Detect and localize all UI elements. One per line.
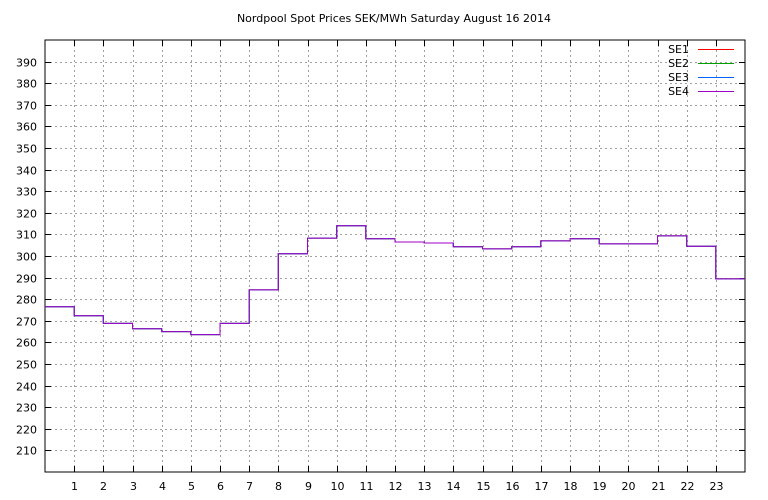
y-tick-label: 330 — [16, 186, 37, 199]
chart-title: Nordpool Spot Prices SEK/MWh Saturday Au… — [237, 12, 551, 25]
x-tick-label: 8 — [275, 480, 282, 493]
legend-label: SE2 — [668, 57, 689, 70]
y-tick-label: 270 — [16, 316, 37, 329]
x-tick-label: 3 — [130, 480, 137, 493]
y-tick-label: 320 — [16, 208, 37, 221]
x-tick-label: 12 — [389, 480, 403, 493]
legend-label: SE4 — [668, 85, 689, 98]
axis-ticks: 2102202302402502602702802903003103203303… — [16, 40, 745, 493]
y-tick-label: 350 — [16, 143, 37, 156]
legend-label: SE3 — [668, 71, 689, 84]
y-tick-label: 280 — [16, 294, 37, 307]
x-tick-label: 4 — [159, 480, 166, 493]
x-tick-label: 1 — [71, 480, 78, 493]
y-tick-label: 340 — [16, 165, 37, 178]
x-tick-label: 19 — [593, 480, 607, 493]
y-tick-label: 390 — [16, 57, 37, 70]
legend-label: SE1 — [668, 43, 689, 56]
x-tick-label: 14 — [447, 480, 461, 493]
series-line-se4 — [45, 225, 745, 336]
x-tick-label: 6 — [217, 480, 224, 493]
y-tick-label: 370 — [16, 100, 37, 113]
x-tick-label: 15 — [477, 480, 491, 493]
y-tick-label: 250 — [16, 359, 37, 372]
y-tick-label: 240 — [16, 381, 37, 394]
grid — [45, 40, 745, 472]
x-tick-label: 23 — [710, 480, 724, 493]
y-tick-label: 380 — [16, 78, 37, 91]
y-tick-label: 260 — [16, 337, 37, 350]
x-tick-label: 16 — [506, 480, 520, 493]
x-tick-label: 22 — [681, 480, 695, 493]
x-tick-label: 20 — [622, 480, 636, 493]
y-tick-label: 230 — [16, 402, 37, 415]
x-tick-label: 17 — [535, 480, 549, 493]
x-tick-label: 9 — [305, 480, 312, 493]
y-tick-label: 360 — [16, 121, 37, 134]
x-tick-label: 7 — [246, 480, 253, 493]
y-tick-label: 220 — [16, 424, 37, 437]
x-tick-label: 5 — [188, 480, 195, 493]
y-tick-label: 310 — [16, 229, 37, 242]
x-tick-label: 10 — [331, 480, 345, 493]
x-tick-label: 18 — [564, 480, 578, 493]
x-tick-label: 21 — [652, 480, 666, 493]
series-lines — [45, 225, 745, 336]
x-tick-label: 2 — [100, 480, 107, 493]
x-tick-label: 13 — [418, 480, 432, 493]
y-tick-label: 300 — [16, 251, 37, 264]
x-tick-label: 11 — [360, 480, 374, 493]
y-tick-label: 290 — [16, 273, 37, 286]
y-tick-label: 210 — [16, 445, 37, 458]
